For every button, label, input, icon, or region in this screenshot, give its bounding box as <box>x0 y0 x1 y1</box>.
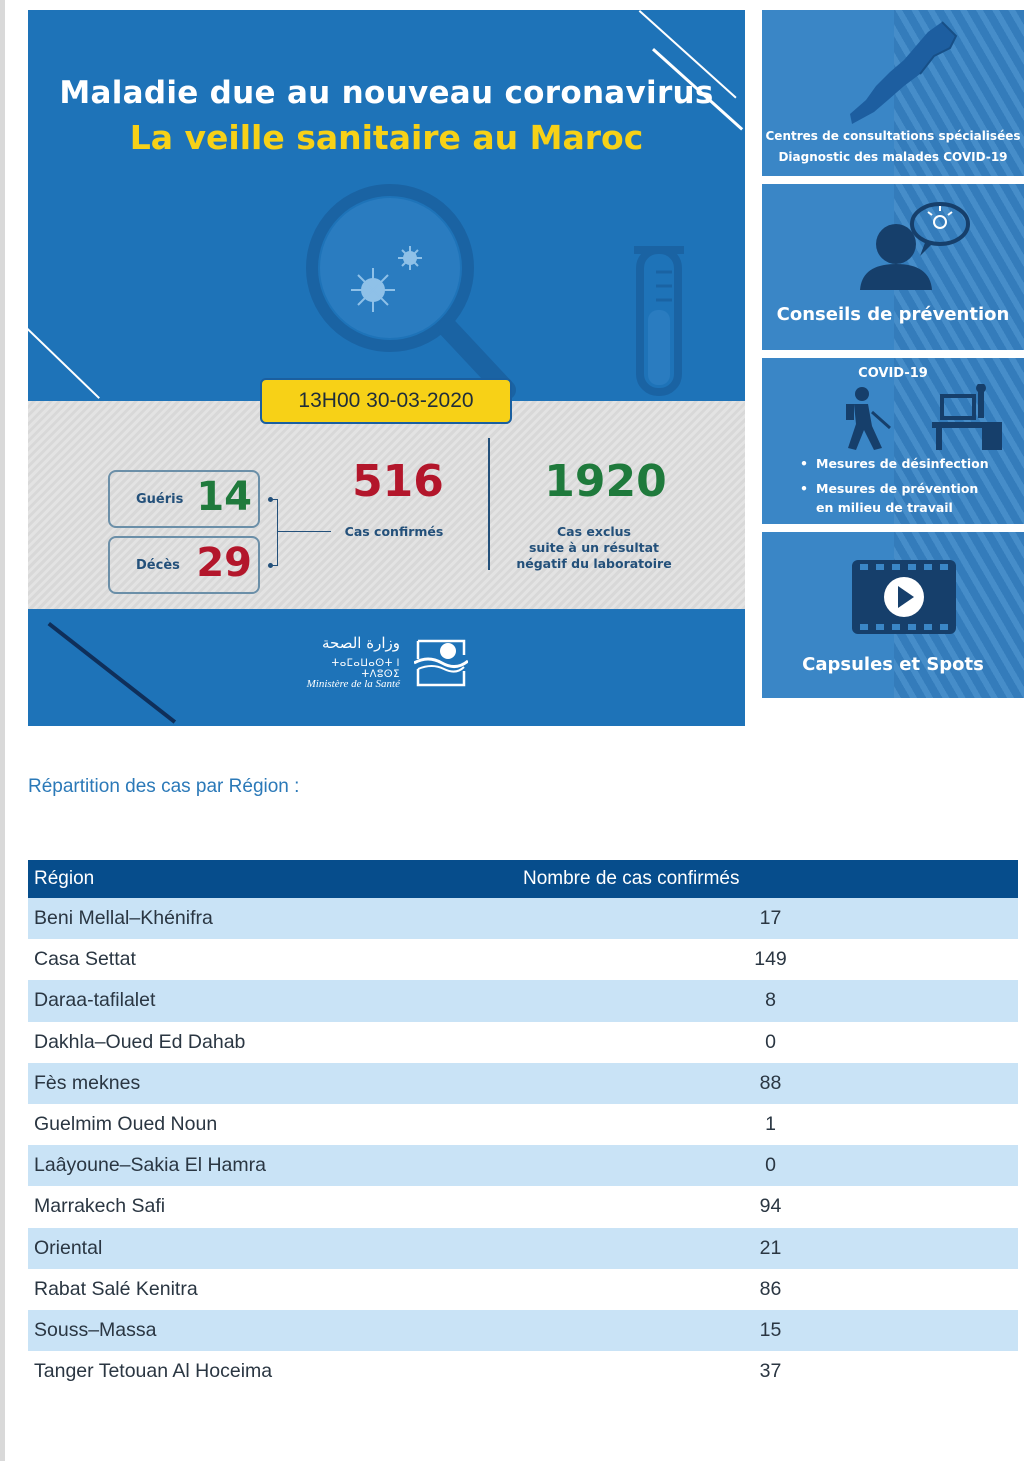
card-consultation-centers[interactable]: Centres de consultations spécialisées Di… <box>762 10 1024 176</box>
region-name-cell: Guelmim Oued Noun <box>28 1103 523 1146</box>
connector-line <box>277 531 331 532</box>
recovered-count: 14 <box>196 474 252 520</box>
case-count-cell: 86 <box>523 1268 1018 1310</box>
connector-dot <box>268 563 273 568</box>
section-heading: Répartition des cas par Région : <box>28 776 300 797</box>
card1-caption: Centres de consultations spécialisées Di… <box>762 126 1024 168</box>
video-play-icon <box>852 560 956 634</box>
connector-line <box>272 499 278 500</box>
case-count-cell: 15 <box>523 1309 1018 1352</box>
table-row: Dakhla–Oued Ed Dahab 0 <box>28 1021 1018 1063</box>
table-header-row: Région Nombre de cas confirmés <box>28 860 1018 898</box>
confirmed-count: 516 <box>352 456 444 507</box>
card-pattern <box>894 10 1024 176</box>
case-count-cell: 0 <box>523 1021 1018 1063</box>
region-name-cell: Daraa-tafilalet <box>28 980 523 1022</box>
connector-line <box>277 499 278 566</box>
ministry-logo <box>414 639 468 687</box>
table-row: Laâyoune–Sakia El Hamra 0 <box>28 1145 1018 1187</box>
region-name-cell: Fès meknes <box>28 1062 523 1104</box>
excluded-label: Cas exclus suite à un résultat négatif d… <box>508 524 680 572</box>
card3-item-text: en milieu de travail <box>816 500 953 515</box>
case-count-cell: 0 <box>523 1145 1018 1187</box>
stats-divider <box>488 438 490 570</box>
table-row: Guelmim Oued Noun 1 <box>28 1103 1018 1146</box>
region-name-cell: Marrakech Safi <box>28 1186 523 1228</box>
table-row: Tanger Tetouan Al Hoceima 37 <box>28 1351 1018 1393</box>
case-count-cell: 21 <box>523 1227 1018 1269</box>
card-covid-measures[interactable]: COVID-19 • Mesures de désinfection • Mesur… <box>762 358 1024 524</box>
banner-subtitle: La veille sanitaire au Maroc <box>129 118 644 157</box>
card3-measures-list: • Mesures de désinfection • Mesures de pré… <box>800 454 989 517</box>
table-row: Oriental 21 <box>28 1227 1018 1269</box>
card3-item: • Mesures de prévention <box>800 481 979 496</box>
column-header-cases: Nombre de cas confirmés <box>523 860 1018 898</box>
recovered-box: Guéris 14 <box>108 470 260 528</box>
table-row: Rabat Salé Kenitra 86 <box>28 1268 1018 1310</box>
card-capsules-spots[interactable]: Capsules et Spots <box>762 532 1024 698</box>
card1-caption-line: Diagnostic des malades COVID-19 <box>778 150 1008 164</box>
deaths-box: Décès 29 <box>108 536 260 594</box>
table-row: Casa Settat 149 <box>28 939 1018 981</box>
case-count-cell: 37 <box>523 1351 1018 1393</box>
case-count-cell: 94 <box>523 1186 1018 1228</box>
region-name-cell: Oriental <box>28 1227 523 1269</box>
column-header-region: Région <box>28 860 523 898</box>
region-name-cell: Casa Settat <box>28 939 523 981</box>
table-row: Beni Mellal–Khénifra 17 <box>28 898 1018 940</box>
region-name-cell: Beni Mellal–Khénifra <box>28 898 523 940</box>
deaths-label: Décès <box>136 558 180 573</box>
excluded-label-line: suite à un résultat <box>528 540 660 555</box>
recovered-label: Guéris <box>136 492 184 507</box>
table-row: Marrakech Safi 94 <box>28 1186 1018 1228</box>
decorative-line <box>47 622 177 724</box>
region-name-cell: Souss–Massa <box>28 1309 523 1352</box>
card3-item: • Mesures de désinfection <box>800 456 989 471</box>
excluded-label-line: Cas exclus <box>557 524 631 539</box>
deaths-count: 29 <box>196 540 252 586</box>
card3-item-text: Mesures de prévention <box>816 481 979 496</box>
connector-dot <box>268 497 273 502</box>
ministry-name-tifinagh: ⵜⴰⵎⴰⵡⴰⵙⵜ ⵏ ⵜⴷⵓⵙⵉ <box>331 658 400 680</box>
covid-banner[interactable]: Maladie due au nouveau coronavirus La ve… <box>28 10 745 726</box>
person-idea-icon <box>860 202 970 290</box>
table-row: Souss–Massa 15 <box>28 1309 1018 1352</box>
card2-label: Conseils de prévention <box>776 304 1010 325</box>
region-name-cell: Laâyoune–Sakia El Hamra <box>28 1145 523 1187</box>
case-count-cell: 149 <box>523 939 1018 981</box>
card-pattern <box>894 358 1024 524</box>
confirmed-label: Cas confirmés <box>344 524 444 539</box>
region-cases-table: Région Nombre de cas confirmés Beni Mell… <box>28 860 1018 1393</box>
morocco-map-icon <box>850 21 958 124</box>
case-count-cell: 1 <box>523 1103 1018 1146</box>
excluded-label-line: négatif du laboratoire <box>516 556 672 571</box>
disinfection-workplace-icon <box>846 384 1002 450</box>
table-row: Daraa-tafilalet 8 <box>28 980 1018 1022</box>
case-count-cell: 8 <box>523 980 1018 1022</box>
card1-caption-line: Centres de consultations spécialisées <box>765 129 1021 143</box>
region-name-cell: Dakhla–Oued Ed Dahab <box>28 1021 523 1063</box>
stats-panel <box>28 401 745 609</box>
excluded-count: 1920 <box>544 456 667 507</box>
table-row: Fès meknes 88 <box>28 1062 1018 1104</box>
card3-title: COVID-19 <box>858 366 928 381</box>
case-count-cell: 17 <box>523 898 1018 940</box>
card4-label: Capsules et Spots <box>802 654 984 675</box>
connector-line <box>272 565 278 566</box>
ministry-name-french: Ministère de la Santé <box>306 678 400 690</box>
region-name-cell: Tanger Tetouan Al Hoceima <box>28 1351 523 1393</box>
magnifier-virus-illustration <box>306 184 684 400</box>
region-name-cell: Rabat Salé Kenitra <box>28 1268 523 1310</box>
date-badge: 13H00 30-03-2020 <box>260 378 512 424</box>
left-edge-divider <box>0 0 5 1461</box>
card3-item-text: Mesures de désinfection <box>816 456 989 471</box>
case-count-cell: 88 <box>523 1062 1018 1104</box>
card-prevention-advice[interactable]: Conseils de prévention <box>762 184 1024 350</box>
banner-title: Maladie due au nouveau coronavirus <box>59 75 714 111</box>
ministry-name-arabic: وزارة الصحة <box>322 634 400 652</box>
table-body: Beni Mellal–Khénifra 17 Casa Settat 149 Dara… <box>28 898 1018 1393</box>
